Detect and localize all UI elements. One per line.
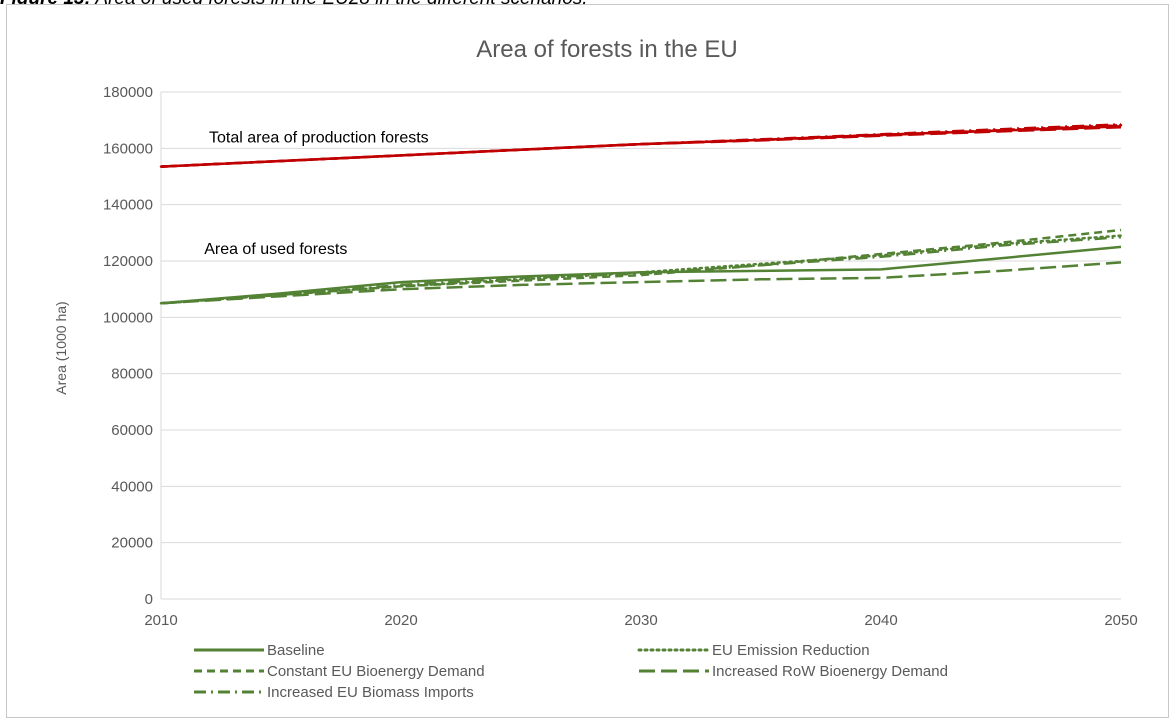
series-line-total-9 — [160, 123, 1122, 168]
x-tick-label: 2040 — [864, 612, 897, 629]
x-tick-label: 2010 — [144, 612, 177, 629]
legend-label: EU Emission Reduction — [712, 642, 870, 659]
x-tick-label: 2050 — [1104, 612, 1137, 629]
gridlines — [160, 91, 1121, 600]
y-tick-label: 40000 — [111, 478, 153, 495]
annotation-0: Total area of production forests — [209, 130, 429, 147]
annotations: Total area of production forests Area of … — [204, 130, 428, 258]
series-line-increased-row-bioenergy-demand — [160, 261, 1122, 305]
y-tick-label: 20000 — [111, 535, 153, 552]
series-line-increased-eu-biomass-imports — [160, 235, 1122, 305]
series-lines — [159, 123, 1123, 305]
legend-label: Increased RoW Bioenergy Demand — [712, 663, 948, 680]
legend-label: Constant EU Bioenergy Demand — [267, 663, 485, 680]
x-tick-label: 2020 — [384, 612, 417, 629]
x-tick-labels: 2010 2020 2030 2040 2050 — [144, 612, 1137, 629]
series-line-constant-eu-bioenergy-demand — [160, 228, 1122, 305]
y-tick-label: 0 — [145, 591, 153, 608]
annotation-1: Area of used forests — [204, 241, 347, 258]
legend-label: Baseline — [267, 642, 325, 659]
y-tick-labels: 0 20000 40000 60000 80000 100000 120000 140000 1… — [103, 84, 153, 608]
y-tick-label: 180000 — [103, 84, 153, 101]
legend: Baseline EU Emission Reduction Constant EU… — [194, 642, 948, 701]
series-line-eu-emission-reduction — [159, 234, 1123, 305]
y-tick-label: 140000 — [103, 197, 153, 214]
line-chart: Area of forests in the EU Area (1000 ha)… — [53, 36, 1138, 701]
legend-label: Increased EU Biomass Imports — [267, 684, 474, 701]
series-line-total-8 — [160, 125, 1122, 168]
y-tick-label: 80000 — [111, 366, 153, 383]
y-tick-label: 100000 — [103, 309, 153, 326]
x-tick-label: 2030 — [624, 612, 657, 629]
chart-title: Area of forests in the EU — [476, 36, 737, 63]
y-axis-label: Area (1000 ha) — [53, 301, 69, 394]
y-tick-label: 160000 — [103, 140, 153, 157]
y-tick-label: 120000 — [103, 253, 153, 270]
chart-frame: Area of forests in the EU Area (1000 ha)… — [6, 4, 1169, 718]
y-tick-label: 60000 — [111, 422, 153, 439]
